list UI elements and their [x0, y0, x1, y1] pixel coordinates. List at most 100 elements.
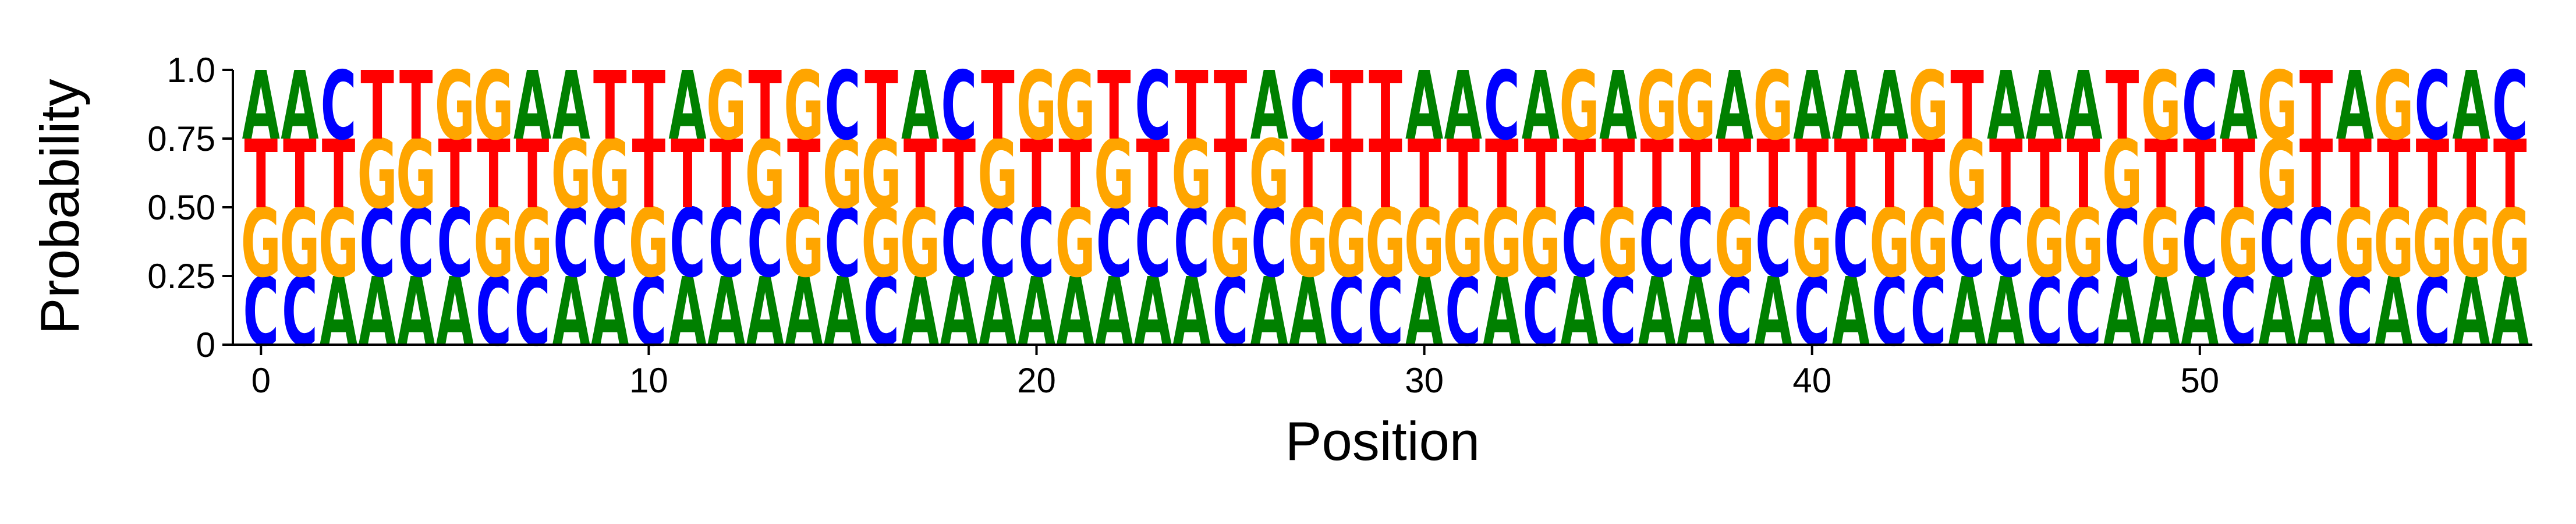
logo-letter-C: C: [863, 258, 899, 367]
logo-letter-G: G: [435, 52, 475, 161]
logo-letter-A: A: [824, 258, 862, 367]
logo-letter-A: A: [1677, 258, 1714, 367]
logo-letter-A: A: [1987, 258, 2025, 367]
logo-letter-G: G: [784, 52, 824, 161]
logo-letter-C: C: [592, 189, 628, 299]
logo-letter-T: T: [1601, 121, 1635, 230]
logo-letter-G: G: [551, 121, 591, 230]
logo-letter-C: C: [2337, 258, 2373, 367]
logo-letter-C: C: [1639, 189, 1675, 299]
logo-letter-T: T: [399, 52, 433, 161]
logo-letter-A: A: [359, 258, 396, 367]
logo-letter-T: T: [1912, 121, 1946, 230]
logo-letter-G: G: [2257, 52, 2297, 161]
logo-letter-C: C: [1717, 258, 1753, 367]
logo-letter-G: G: [1443, 189, 1483, 299]
logo-letter-A: A: [2491, 258, 2529, 367]
logo-letter-T: T: [1175, 52, 1209, 161]
logo-letter-A: A: [2142, 258, 2180, 367]
logo-letter-G: G: [279, 189, 320, 299]
logo-letter-G: G: [784, 189, 824, 299]
logo-letter-T: T: [864, 52, 898, 161]
logo-letter-A: A: [1289, 258, 1327, 367]
logo-letter-G: G: [473, 52, 513, 161]
logo-letter-G: G: [1792, 189, 1832, 299]
logo-letter-T: T: [1291, 121, 1325, 230]
logo-letter-A: A: [1134, 258, 1172, 367]
logo-letter-T: T: [2299, 121, 2333, 230]
logo-letter-T: T: [2067, 121, 2100, 230]
x-tick-label: 50: [2180, 361, 2219, 400]
x-axis-title: Position: [1285, 410, 1480, 472]
logo-letter-C: C: [1135, 52, 1171, 161]
logo-letter-T: T: [1369, 121, 1402, 230]
logo-letter-C: C: [282, 258, 318, 367]
logo-letter-C: C: [2492, 52, 2528, 161]
logo-letter-A: A: [552, 52, 590, 161]
logo-letter-C: C: [1019, 189, 1055, 299]
logo-letter-A: A: [1405, 52, 1443, 161]
logo-letter-A: A: [242, 52, 280, 161]
logo-letter-G: G: [2335, 189, 2375, 299]
logo-letter-C: C: [2182, 52, 2218, 161]
logo-letter-T: T: [1369, 52, 1402, 161]
logo-letter-G: G: [512, 189, 552, 299]
logo-letter-C: C: [2415, 52, 2451, 161]
logo-letter-A: A: [979, 258, 1016, 367]
logo-letter-T: T: [1330, 121, 1364, 230]
logo-letter-G: G: [1908, 52, 1948, 161]
logo-letter-A: A: [2064, 52, 2102, 161]
logo-letter-C: C: [1988, 189, 2024, 299]
logo-letter-A: A: [1483, 258, 1521, 367]
logo-letter-A: A: [2375, 258, 2412, 367]
x-tick-label: 40: [1792, 361, 1831, 400]
logo-letter-G: G: [1327, 189, 1367, 299]
y-tick-label: 0.50: [147, 188, 215, 227]
logo-letter-T: T: [477, 121, 511, 230]
logo-letter-T: T: [1718, 121, 1752, 230]
logo-letter-A: A: [1870, 52, 1908, 161]
logo-letter-A: A: [552, 258, 590, 367]
logo-letter-T: T: [1020, 121, 1054, 230]
logo-letter-C: C: [476, 258, 512, 367]
logo-letter-G: G: [1210, 189, 1250, 299]
logo-letter-G: G: [2412, 189, 2453, 299]
logo-letter-G: G: [590, 121, 630, 230]
logo-letter-C: C: [2104, 189, 2141, 299]
logo-letter-G: G: [1521, 189, 1561, 299]
logo-letter-G: G: [2063, 189, 2103, 299]
logo-letter-T: T: [2493, 121, 2527, 230]
logo-letters: CGTACGTAAGTCACGTACGTACTGCGTGCGTAACGAACGT…: [241, 52, 2531, 367]
logo-letter-G: G: [1947, 121, 1987, 230]
y-tick-label: 1.0: [167, 51, 215, 90]
logo-letter-C: C: [1911, 258, 1947, 367]
logo-letter-A: A: [940, 258, 978, 367]
logo-letter-G: G: [2102, 121, 2142, 230]
logo-letter-A: A: [2026, 52, 2064, 161]
logo-letter-G: G: [1055, 189, 1096, 299]
logo-letter-T: T: [1873, 121, 1907, 230]
logo-letter-C: C: [2298, 189, 2334, 299]
logo-letter-G: G: [1016, 52, 1057, 161]
logo-letter-C: C: [437, 189, 473, 299]
logo-letter-C: C: [941, 52, 977, 161]
logo-letter-A: A: [2297, 258, 2335, 367]
logo-letter-G: G: [977, 121, 1018, 230]
logo-letter-A: A: [1638, 258, 1676, 367]
logo-letter-A: A: [591, 258, 629, 367]
logo-letter-T: T: [2144, 121, 2178, 230]
logo-letter-C: C: [941, 189, 977, 299]
logo-letter-T: T: [516, 121, 550, 230]
logo-letter-C: C: [398, 189, 434, 299]
logo-letter-C: C: [1833, 189, 1869, 299]
x-ticks: 0 10 20 30 40 50: [251, 345, 2219, 400]
logo-letter-A: A: [1948, 258, 1986, 367]
logo-letter-A: A: [320, 258, 357, 367]
logo-letter-G: G: [1249, 121, 1289, 230]
logo-letter-G: G: [1908, 189, 1948, 299]
logo-letter-T: T: [710, 121, 743, 230]
logo-letter-T: T: [1408, 121, 1441, 230]
logo-letter-G: G: [396, 121, 436, 230]
logo-letter-G: G: [1482, 189, 1522, 299]
logo-letter-A: A: [1522, 52, 1560, 161]
